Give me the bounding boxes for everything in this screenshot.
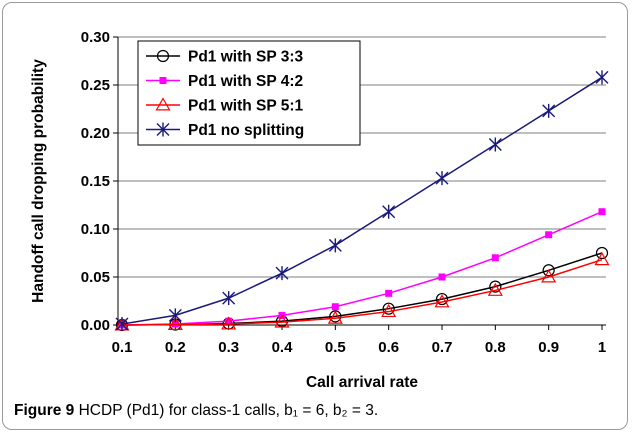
legend-item: Pd1 with SP 4:2 xyxy=(146,73,303,90)
y-axis-title: Handoff call dropping probability xyxy=(30,59,47,303)
x-tick-label: 0.5 xyxy=(325,339,346,356)
series-line xyxy=(121,259,603,326)
legend-item: Pd1 with SP 3:3 xyxy=(146,49,304,66)
legend-marker xyxy=(155,97,171,111)
data-point xyxy=(487,282,503,296)
data-point xyxy=(545,231,553,239)
series-line xyxy=(121,76,603,325)
y-tick-label: 0.15 xyxy=(81,173,110,190)
data-point xyxy=(594,252,610,266)
series-4 xyxy=(115,70,609,332)
data-point xyxy=(221,316,237,330)
figure-caption-text: HCDP (Pd1) for class-1 calls, b₁ = 6, b₂… xyxy=(78,402,379,419)
data-point xyxy=(595,70,609,85)
data-point xyxy=(328,238,342,253)
legend: Pd1 with SP 3:3 Pd1 with SP 4:2 Pd1 with S… xyxy=(137,40,361,146)
data-point xyxy=(489,280,502,293)
series-line xyxy=(121,211,603,326)
legend-box xyxy=(137,40,361,146)
data-point xyxy=(491,254,499,262)
legend-item: Pd1 no splitting xyxy=(146,122,304,139)
figure-caption: Figure 9 HCDP (Pd1) for class-1 calls, b… xyxy=(14,402,378,420)
y-tick-label: 0.25 xyxy=(81,77,110,94)
data-point xyxy=(382,302,395,315)
data-point xyxy=(222,291,236,306)
x-tick-label: 0.8 xyxy=(485,339,506,356)
x-tick-label: 0.2 xyxy=(165,339,186,356)
data-point xyxy=(488,137,502,152)
legend-label: Pd1 no splitting xyxy=(188,122,304,139)
data-point xyxy=(438,273,446,281)
legend-label: Pd1 with SP 5:1 xyxy=(188,98,304,115)
x-tick-label: 0.7 xyxy=(432,339,453,356)
data-point xyxy=(275,266,289,281)
y-tick-label: 0.20 xyxy=(81,125,110,142)
data-point xyxy=(542,264,555,277)
x-tick-label: 0.3 xyxy=(218,339,239,356)
x-tick-label: 0.9 xyxy=(538,339,559,356)
data-point xyxy=(595,246,609,260)
series-1 xyxy=(115,246,609,332)
legend-marker xyxy=(156,49,170,63)
data-point xyxy=(327,310,343,324)
data-point xyxy=(168,308,182,323)
legend-marker xyxy=(156,122,170,137)
data-point xyxy=(274,314,290,328)
data-point xyxy=(435,171,449,186)
data-point xyxy=(542,103,556,118)
x-tick-label: 0.6 xyxy=(378,339,399,356)
data-point xyxy=(381,303,397,318)
y-tick-label: 0.10 xyxy=(81,221,110,238)
legend-label: Pd1 with SP 3:3 xyxy=(188,49,304,66)
legend-item: Pd1 with SP 5:1 xyxy=(146,97,304,115)
y-tick-label: 0.00 xyxy=(81,317,110,334)
data-point xyxy=(541,269,557,283)
x-tick-label: 0.1 xyxy=(112,339,133,356)
data-point xyxy=(331,303,339,311)
x-axis-title: Call arrival rate xyxy=(306,374,418,391)
data-point xyxy=(598,208,606,216)
x-tick-label: 1 xyxy=(598,339,606,356)
data-point xyxy=(434,294,450,308)
data-point xyxy=(385,289,393,297)
data-point xyxy=(167,316,183,330)
y-tick-label: 0.05 xyxy=(81,269,110,286)
data-point xyxy=(435,292,449,306)
legend-marker xyxy=(159,77,167,84)
x-tick-label: 0.4 xyxy=(272,339,294,356)
data-point xyxy=(382,204,396,219)
y-tick-label: 0.30 xyxy=(81,29,110,46)
series-3 xyxy=(114,252,610,331)
series-layer xyxy=(114,70,610,332)
data-point xyxy=(225,317,233,325)
figure-label: Figure 9 xyxy=(14,402,75,419)
legend-label: Pd1 with SP 4:2 xyxy=(188,73,303,90)
data-point xyxy=(115,317,129,332)
